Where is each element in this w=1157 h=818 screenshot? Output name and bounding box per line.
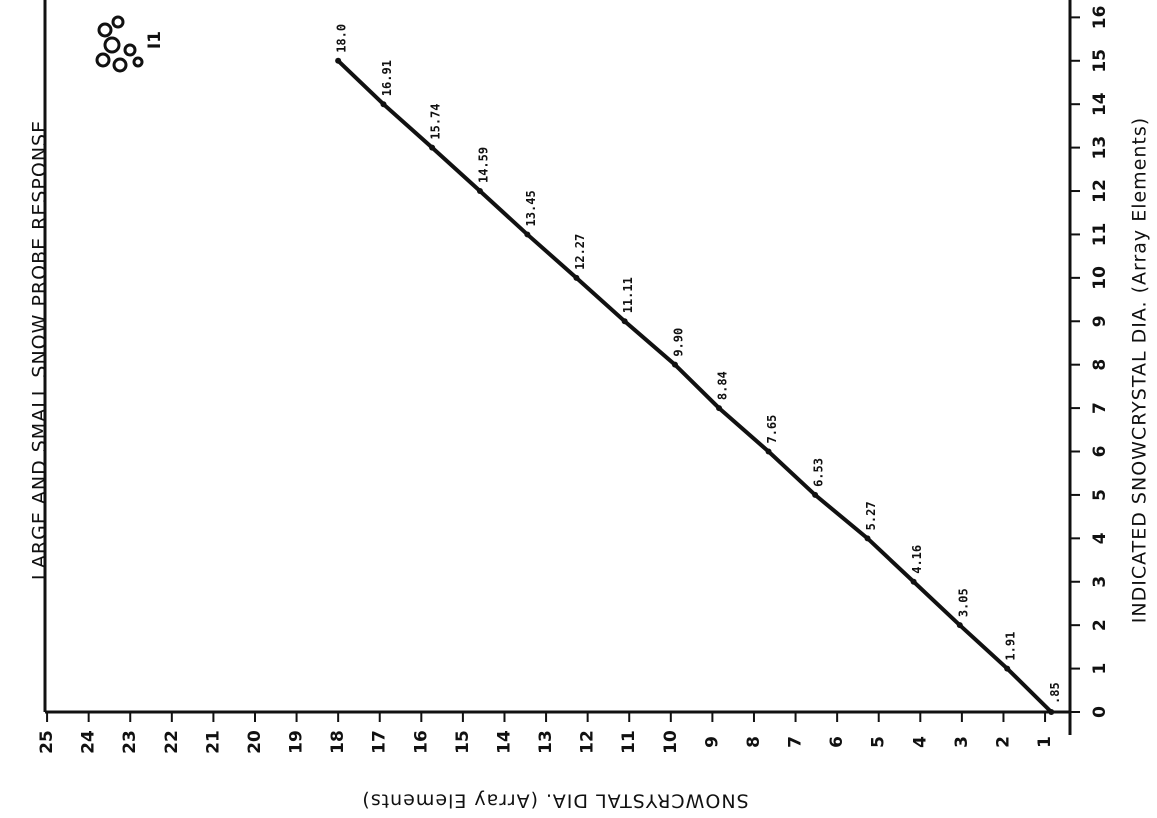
y-tick-label: 16	[411, 730, 431, 754]
x-tick-label: 14	[1090, 92, 1110, 116]
x-tick-label: 11	[1090, 223, 1110, 247]
y-tick-label: 23	[120, 730, 140, 754]
data-point	[911, 579, 917, 585]
data-point	[716, 405, 722, 411]
value-label: 14.59	[476, 147, 490, 183]
data-point	[573, 275, 579, 281]
y-tick-label: 8	[744, 736, 764, 748]
data-point	[380, 101, 386, 107]
x-tick-label: 7	[1090, 402, 1110, 414]
value-label: 7.65	[765, 415, 779, 444]
x-tick-label: 1	[1090, 663, 1110, 675]
symbol	[97, 17, 142, 71]
data-point	[957, 622, 963, 628]
y-tick-label: 10	[661, 730, 681, 754]
y-tick-label: 18	[328, 730, 348, 754]
data-point	[812, 492, 818, 498]
y-axis-label: SNOWCRYSTAL DIA. (Array Elements)	[361, 790, 748, 812]
x-tick-label: 15	[1090, 49, 1110, 73]
y-tick-label: 17	[370, 730, 390, 754]
y-tick-label: 19	[287, 730, 307, 754]
value-label: 9.90	[671, 328, 685, 357]
x-tick-label: 8	[1090, 359, 1110, 371]
x-tick-label: 2	[1090, 619, 1110, 631]
x-tick-label: 13	[1090, 136, 1110, 160]
y-tick-label: 22	[162, 730, 182, 754]
page: {"chart_data": {"type": "line", "title":…	[0, 0, 1157, 818]
y-tick-label: 6	[827, 736, 847, 748]
value-label: 5.27	[864, 501, 878, 530]
value-label: 3.05	[956, 588, 970, 617]
x-tick-label: 12	[1090, 179, 1110, 203]
y-tick-label: 5	[869, 736, 889, 748]
y-tick-label: 1	[1035, 736, 1055, 748]
value-label: 16.91	[380, 60, 394, 96]
x-tick-label: 6	[1090, 446, 1110, 458]
y-tick-label: 13	[536, 730, 556, 754]
y-tick-label: 20	[245, 730, 265, 754]
x-axis-label: INDICATED SNOWCRYSTAL DIA. (Array Elemen…	[1129, 117, 1151, 623]
x-tick-label: 16	[1090, 6, 1110, 30]
value-label: 12.27	[573, 234, 587, 270]
value-label: 13.45	[524, 190, 538, 226]
data-point	[622, 318, 628, 324]
x-tick-label: 0	[1090, 706, 1110, 718]
y-tick-label: 2	[993, 736, 1013, 748]
y-tick-label: 25	[37, 730, 57, 754]
data-point	[766, 449, 772, 455]
data-point	[429, 145, 435, 151]
y-tick-label: 24	[79, 730, 99, 754]
data-point	[1004, 666, 1010, 672]
data-point	[672, 362, 678, 368]
data-point	[524, 231, 530, 237]
chart-title: LARGE AND SMALL SNOW PROBE RESPONSE	[29, 120, 51, 580]
y-tick-label: 11	[619, 730, 639, 754]
y-tick-label: 9	[702, 736, 722, 748]
x-tick-label: 4	[1090, 532, 1110, 544]
x-tick-label: 10	[1090, 266, 1110, 290]
x-tick-label: 3	[1090, 576, 1110, 588]
y-tick-label: 21	[203, 730, 223, 754]
chart: LARGE AND SMALL SNOW PROBE RESPONSE INDI…	[0, 0, 1157, 818]
value-label: 6.53	[812, 458, 826, 487]
y-tick-label: 4	[910, 736, 930, 748]
y-tick-label: 12	[578, 730, 598, 754]
value-label: 15.74	[429, 103, 443, 139]
data-point	[1048, 709, 1054, 715]
data-point	[864, 535, 870, 541]
data-line	[338, 61, 1051, 712]
x-tick-label: 5	[1090, 489, 1110, 501]
y-tick-label: 14	[494, 730, 514, 754]
value-label: 1.91	[1004, 632, 1018, 661]
y-tick-label: 3	[952, 736, 972, 748]
value-label: 11.11	[621, 277, 635, 313]
x-tick-label: 9	[1090, 315, 1110, 327]
annotation: I1	[145, 31, 165, 49]
value-label: 4.16	[910, 545, 924, 574]
data-point	[477, 188, 483, 194]
value-label: .85	[1048, 682, 1062, 704]
data-point	[335, 58, 341, 64]
y-tick-label: 15	[453, 730, 473, 754]
value-label: 8.84	[716, 371, 730, 400]
y-tick-label: 7	[786, 736, 806, 748]
value-label: 18.0	[335, 24, 349, 53]
